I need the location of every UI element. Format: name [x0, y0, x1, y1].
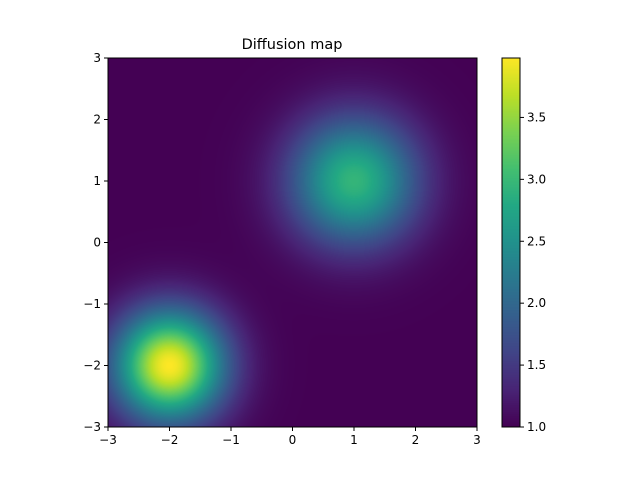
- y-tick-label: −3: [83, 420, 101, 434]
- x-tick-label: −1: [222, 433, 240, 447]
- y-tick-label: 1: [93, 174, 101, 188]
- x-tick-label: 3: [473, 433, 481, 447]
- colorbar-ticks: 1.0 1.5 2.0 2.5 3.0 3.5: [520, 110, 546, 434]
- colorbar-tick-label: 1.0: [527, 420, 546, 434]
- colorbar: 1.0 1.5 2.0 2.5 3.0 3.5: [501, 57, 546, 434]
- colorbar-tick-label: 2.0: [527, 296, 546, 310]
- colorbar-gradient: [502, 58, 520, 427]
- colorbar-tick-label: 3.5: [527, 110, 546, 124]
- plot-area: [107, 57, 478, 428]
- y-tick-label: −2: [83, 359, 101, 373]
- heatmap: [108, 58, 477, 427]
- colorbar-tick-label: 3.0: [527, 172, 546, 186]
- y-tick-label: −1: [83, 297, 101, 311]
- chart-title: Diffusion map: [242, 37, 343, 53]
- x-axis: −3 −2 −1 0 1 2 3: [99, 427, 481, 447]
- y-axis: −3 −2 −1 0 1 2 3: [83, 51, 108, 434]
- colorbar-tick-label: 2.5: [527, 234, 546, 248]
- x-tick-label: 1: [350, 433, 358, 447]
- x-tick-label: 0: [289, 433, 297, 447]
- x-tick-label: 2: [412, 433, 420, 447]
- y-tick-label: 0: [93, 236, 101, 250]
- colorbar-frame: [501, 57, 521, 428]
- y-tick-label: 2: [93, 113, 101, 127]
- x-tick-label: −3: [99, 433, 117, 447]
- colorbar-tick-label: 1.5: [527, 358, 546, 372]
- x-tick-label: −2: [161, 433, 179, 447]
- y-tick-label: 3: [93, 51, 101, 65]
